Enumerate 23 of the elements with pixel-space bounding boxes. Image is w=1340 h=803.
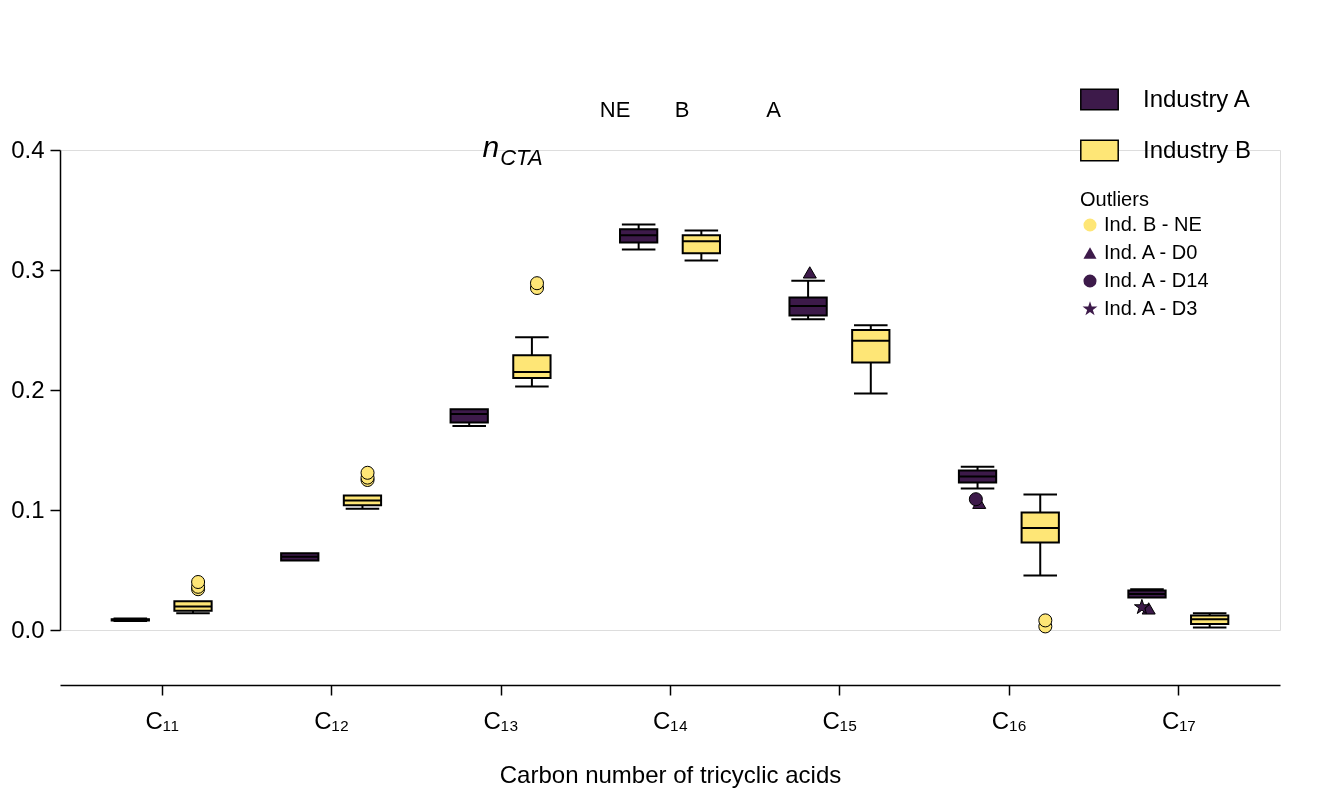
- legend-label: Industry B: [1143, 135, 1252, 163]
- x-tick-label: C₁₂: [314, 706, 349, 734]
- x-tick-label: C₁₆: [991, 706, 1027, 734]
- legend-label: Ind. A - D3: [1104, 297, 1198, 319]
- y-tick-label: 0.4: [11, 135, 45, 163]
- y-tick-label: 0.1: [11, 495, 45, 523]
- x-tick-label: C₁₇: [1161, 706, 1196, 734]
- x-tick-label: C₁₅: [822, 706, 858, 734]
- legend-label: Ind. A - D0: [1104, 241, 1198, 263]
- text: B: [674, 97, 690, 122]
- text: NE: [599, 97, 631, 122]
- x-axis-title: Carbon number of tricyclic acids: [499, 760, 842, 788]
- y-tick-label: 0.2: [11, 375, 45, 403]
- x-tick-label: C₁₄: [652, 706, 689, 734]
- y-tick-label: 0.0: [11, 615, 45, 643]
- legend-title: Outliers: [1080, 188, 1149, 210]
- x-tick-label: C₁₁: [145, 706, 179, 734]
- legend-label: Ind. A - D14: [1104, 269, 1209, 291]
- legend-label: Industry A: [1143, 84, 1250, 112]
- x-tick-label: C₁₃: [483, 706, 519, 734]
- text: A: [766, 97, 782, 122]
- legend-label: Ind. B - NE: [1104, 213, 1202, 235]
- y-tick-label: 0.3: [11, 255, 45, 283]
